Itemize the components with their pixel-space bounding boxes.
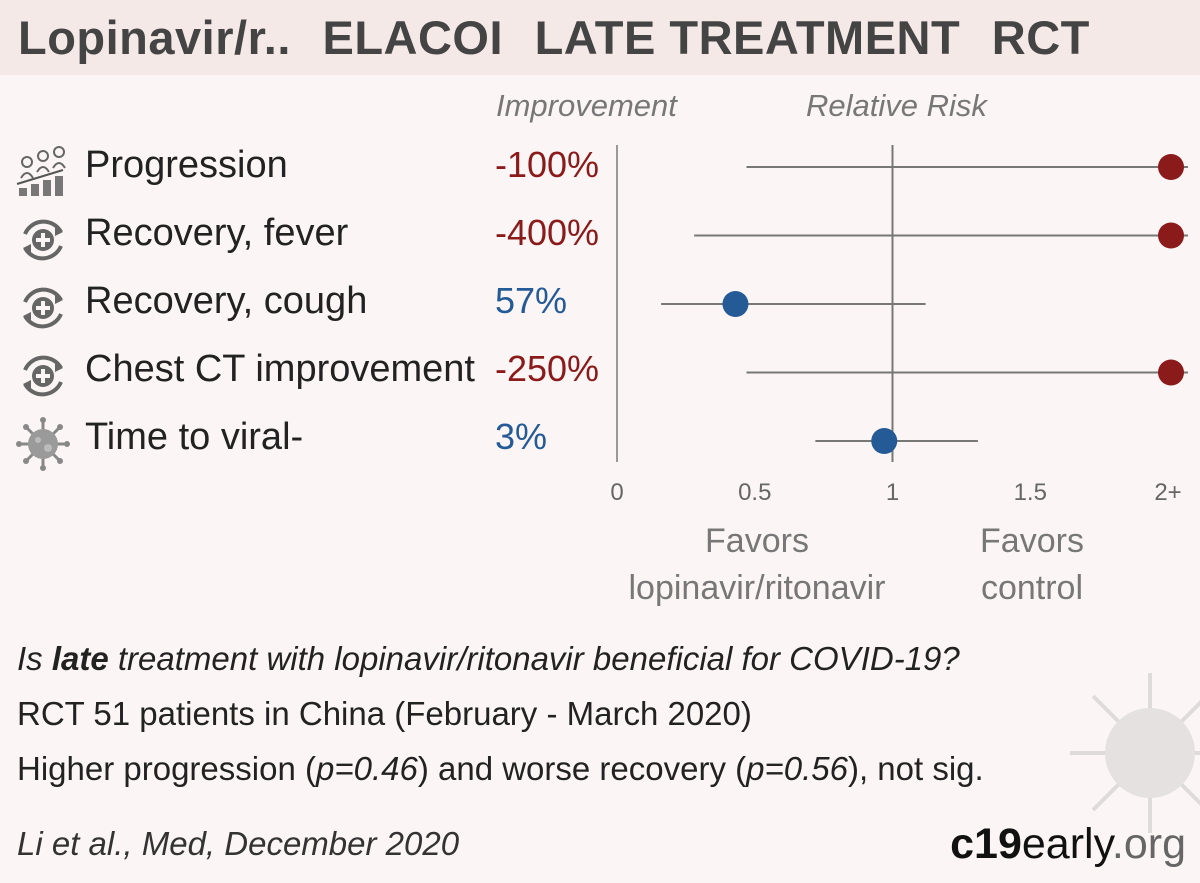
point-estimate-marker [871,428,898,454]
improvement-value: 3% [495,416,548,457]
x-tick-label: 1 [886,479,899,506]
relative-risk-column-header: Relative Risk [806,88,987,123]
findings-p-value-2: p=0.56 [746,750,848,787]
point-estimate-marker [1158,222,1184,249]
recovery-cycle-icon [23,355,63,397]
favors-treatment-label: Favors lopinavir/ritonavir [612,518,902,612]
outcome-label: Time to viral- [85,416,304,458]
x-tick-label: 2+ [1154,479,1181,506]
improvement-value: 57% [495,280,568,321]
virus-icon [16,417,70,471]
x-tick-label: 1.5 [1014,479,1047,506]
point-estimate-marker [1158,154,1184,180]
findings-part-3: ), not sig. [847,750,984,787]
brand-link[interactable]: c19early.org [950,820,1186,869]
title-bar: Lopinavir/r.. ELACOI LATE TREATMENT RCT [0,0,1200,75]
brand-bold: c19 [950,820,1022,868]
outcome-label: Recovery, cough [85,280,368,322]
plot-axes: 0 0.5 1 1.5 2+ [610,145,1182,506]
study-findings: Higher progression (p=0.46) and worse re… [17,750,984,788]
patients-progression-icon [16,146,66,196]
improvement-value: -250% [495,348,600,389]
outcome-label: Recovery, fever [85,212,349,254]
question-emphasis: late [51,640,109,677]
brand-domain: .org [1111,820,1186,868]
point-estimate-marker [1158,359,1184,386]
improvement-value: -100% [495,144,600,185]
title-drug: Lopinavir/r.. [18,11,291,64]
findings-part-2: ) and worse recovery ( [417,750,747,787]
x-tick-label: 0 [610,479,623,506]
plot-marks [661,154,1188,454]
title-design: RCT [991,11,1090,64]
x-tick-label: 0.5 [738,479,771,506]
brand-light: early [1021,820,1112,868]
improvement-column-header: Improvement [496,88,677,123]
outcome-label: Progression [85,144,288,186]
question-prefix: Is [17,640,52,677]
page-title: Lopinavir/r.. ELACOI LATE TREATMENT RCT [18,10,1108,65]
outcome-row-viral-clearance: Time to viral- 3% [15,410,605,471]
improvement-value: -400% [495,212,600,253]
point-estimate-marker [722,291,749,317]
favors-control-line-2: control [980,569,1084,607]
question-suffix: treatment with lopinavir/ritonavir benef… [108,640,960,677]
favors-control-label: Favors control [932,518,1132,612]
study-description: RCT 51 patients in China (February - Mar… [17,695,752,732]
outcome-row-recovery-fever: Recovery, fever -400% [15,206,605,266]
findings-part-1: Higher progression ( [17,750,316,787]
outcome-row-recovery-cough: Recovery, cough 57% [15,274,605,334]
findings-p-value-1: p=0.46 [315,750,418,787]
title-trial: ELACOI [322,11,504,64]
virus-watermark-icon [1070,673,1200,833]
outcome-label: Chest CT improvement [85,348,475,390]
citation: Li et al., Med, December 2020 [17,825,460,862]
study-question: Is late treatment with lopinavir/ritonav… [17,640,960,678]
recovery-cycle-icon [23,219,63,261]
outcome-row-progression: Progression -100% [15,138,605,198]
favors-treatment-line-1: Favors [705,522,809,560]
recovery-cycle-icon [23,287,63,329]
favors-treatment-line-2: lopinavir/ritonavir [628,569,886,607]
title-stage: LATE TREATMENT [534,11,961,64]
favors-control-line-1: Favors [980,522,1084,560]
outcome-row-chest-ct: Chest CT improvement -250% [15,342,605,402]
